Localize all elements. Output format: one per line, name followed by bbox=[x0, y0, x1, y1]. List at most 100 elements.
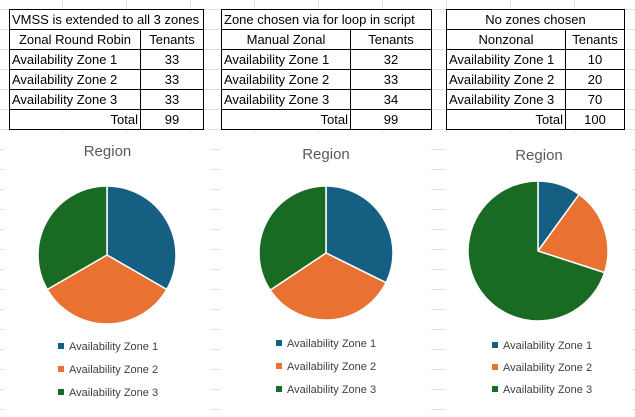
zone-label[interactable]: Availability Zone 2 bbox=[446, 69, 566, 90]
tenant-count[interactable]: 33 bbox=[140, 89, 204, 110]
table-row: Availability Zone 2 33 bbox=[9, 69, 204, 90]
table-row: Availability Zone 3 33 bbox=[9, 89, 204, 110]
total-value[interactable]: 99 bbox=[350, 109, 432, 130]
legend-swatch bbox=[276, 386, 282, 393]
legend-item-zone-2[interactable]: Availability Zone 2 bbox=[276, 361, 376, 373]
legend-label: Availability Zone 3 bbox=[287, 384, 377, 396]
zone-label[interactable]: Availability Zone 3 bbox=[221, 89, 351, 110]
total-label[interactable]: Total bbox=[9, 109, 141, 130]
pie-plot bbox=[258, 185, 394, 321]
column-header-tenants[interactable]: Tenants bbox=[565, 29, 625, 50]
table-header-row: Manual Zonal Tenants bbox=[221, 29, 432, 50]
table-caption[interactable]: Zone chosen via for loop in script bbox=[221, 9, 432, 30]
pie-slice-3[interactable] bbox=[258, 185, 327, 292]
pie-slice-1[interactable] bbox=[325, 185, 394, 284]
total-value[interactable]: 100 bbox=[565, 109, 625, 130]
table-block-1: VMSS is extended to all 3 zones Zonal Ro… bbox=[9, 9, 204, 130]
legend-item-zone-1[interactable]: Availability Zone 1 bbox=[276, 338, 376, 350]
pie-slice-1[interactable] bbox=[106, 185, 177, 291]
legend-swatch bbox=[58, 366, 64, 373]
chart-title: Region bbox=[83, 143, 132, 160]
legend-label: Availability Zone 1 bbox=[69, 341, 159, 353]
tenant-count[interactable]: 33 bbox=[140, 49, 204, 70]
legend-swatch bbox=[276, 363, 282, 370]
data-table-3: No zones chosen Nonzonal Tenants Availab… bbox=[446, 9, 625, 130]
pie-slice-2[interactable] bbox=[536, 193, 609, 274]
pie-slice-2[interactable] bbox=[269, 252, 388, 321]
tenant-count[interactable]: 32 bbox=[350, 49, 432, 70]
tenant-count[interactable]: 20 bbox=[565, 69, 625, 90]
tenant-count[interactable]: 33 bbox=[140, 69, 204, 90]
table-caption-row: Zone chosen via for loop in script bbox=[221, 9, 432, 30]
legend-label: Availability Zone 3 bbox=[69, 387, 159, 399]
zone-label[interactable]: Availability Zone 1 bbox=[221, 49, 351, 70]
column-header-tenants[interactable]: Tenants bbox=[350, 29, 432, 50]
tenant-count[interactable]: 10 bbox=[565, 49, 625, 70]
legend-swatch bbox=[492, 386, 498, 393]
pie-slice-3[interactable] bbox=[37, 185, 108, 291]
tenant-count[interactable]: 70 bbox=[565, 89, 625, 110]
pie-slice-3[interactable] bbox=[467, 180, 606, 322]
table-total-row: Total 100 bbox=[446, 109, 625, 130]
legend-swatch bbox=[492, 342, 498, 349]
legend-item-zone-3[interactable]: Availability Zone 3 bbox=[276, 384, 376, 396]
column-header-category[interactable]: Manual Zonal bbox=[221, 29, 351, 50]
table-row: Availability Zone 2 20 bbox=[446, 69, 625, 90]
table-row: Availability Zone 1 32 bbox=[221, 49, 432, 70]
legend-label: Availability Zone 2 bbox=[69, 364, 159, 376]
pie-plot bbox=[37, 185, 177, 325]
legend-item-zone-3[interactable]: Availability Zone 3 bbox=[492, 384, 592, 396]
table-caption[interactable]: No zones chosen bbox=[446, 9, 625, 30]
table-row: Availability Zone 3 70 bbox=[446, 89, 625, 110]
legend-item-zone-2[interactable]: Availability Zone 2 bbox=[492, 362, 592, 374]
legend-label: Availability Zone 3 bbox=[503, 384, 593, 396]
zone-label[interactable]: Availability Zone 3 bbox=[9, 89, 141, 110]
legend-label: Availability Zone 2 bbox=[287, 361, 377, 373]
data-table-1: VMSS is extended to all 3 zones Zonal Ro… bbox=[9, 9, 204, 130]
legend-swatch bbox=[58, 389, 64, 396]
total-label[interactable]: Total bbox=[446, 109, 566, 130]
table-caption[interactable]: VMSS is extended to all 3 zones bbox=[9, 9, 204, 30]
zone-label[interactable]: Availability Zone 3 bbox=[446, 89, 566, 110]
total-value[interactable]: 99 bbox=[140, 109, 204, 130]
column-header-category[interactable]: Zonal Round Robin bbox=[9, 29, 141, 50]
legend-swatch bbox=[492, 364, 498, 371]
legend-item-zone-1[interactable]: Availability Zone 1 bbox=[58, 341, 158, 353]
legend-item-zone-3[interactable]: Availability Zone 3 bbox=[58, 387, 158, 399]
legend-swatch bbox=[58, 343, 64, 350]
table-total-row: Total 99 bbox=[221, 109, 432, 130]
table-block-3: No zones chosen Nonzonal Tenants Availab… bbox=[446, 9, 625, 130]
legend-item-zone-2[interactable]: Availability Zone 2 bbox=[58, 364, 158, 376]
zone-label[interactable]: Availability Zone 1 bbox=[446, 49, 566, 70]
column-header-tenants[interactable]: Tenants bbox=[140, 29, 204, 50]
legend-item-zone-1[interactable]: Availability Zone 1 bbox=[492, 340, 592, 352]
table-row: Availability Zone 1 10 bbox=[446, 49, 625, 70]
legend-label: Availability Zone 2 bbox=[503, 362, 593, 374]
data-table-2: Zone chosen via for loop in script Manua… bbox=[221, 9, 432, 130]
zone-label[interactable]: Availability Zone 2 bbox=[221, 69, 351, 90]
tenant-count[interactable]: 33 bbox=[350, 69, 432, 90]
zone-label[interactable]: Availability Zone 1 bbox=[9, 49, 141, 70]
table-total-row: Total 99 bbox=[9, 109, 204, 130]
table-row: Availability Zone 3 34 bbox=[221, 89, 432, 110]
total-label[interactable]: Total bbox=[221, 109, 351, 130]
table-header-row: Zonal Round Robin Tenants bbox=[9, 29, 204, 50]
column-header-category[interactable]: Nonzonal bbox=[446, 29, 566, 50]
legend-label: Availability Zone 1 bbox=[287, 338, 377, 350]
pie-chart-1[interactable]: Region Availability Zone 1 Availability Z… bbox=[5, 133, 210, 417]
table-caption-row: VMSS is extended to all 3 zones bbox=[9, 9, 204, 30]
table-header-row: Nonzonal Tenants bbox=[446, 29, 625, 50]
table-row: Availability Zone 2 33 bbox=[221, 69, 432, 90]
pie-plot bbox=[467, 180, 609, 322]
tenant-count[interactable]: 34 bbox=[350, 89, 432, 110]
chart-title: Region bbox=[302, 146, 350, 163]
chart-title: Region bbox=[515, 147, 563, 164]
zone-label[interactable]: Availability Zone 2 bbox=[9, 69, 141, 90]
table-caption-row: No zones chosen bbox=[446, 9, 625, 30]
legend-label: Availability Zone 1 bbox=[503, 340, 593, 352]
pie-chart-3[interactable]: Region Availability Zone 1 Availability Z… bbox=[446, 133, 632, 417]
pie-slice-2[interactable] bbox=[46, 254, 168, 325]
table-row: Availability Zone 1 33 bbox=[9, 49, 204, 70]
pie-chart-2[interactable]: Region Availability Zone 1 Availability Z… bbox=[221, 133, 431, 417]
legend-swatch bbox=[276, 340, 282, 347]
